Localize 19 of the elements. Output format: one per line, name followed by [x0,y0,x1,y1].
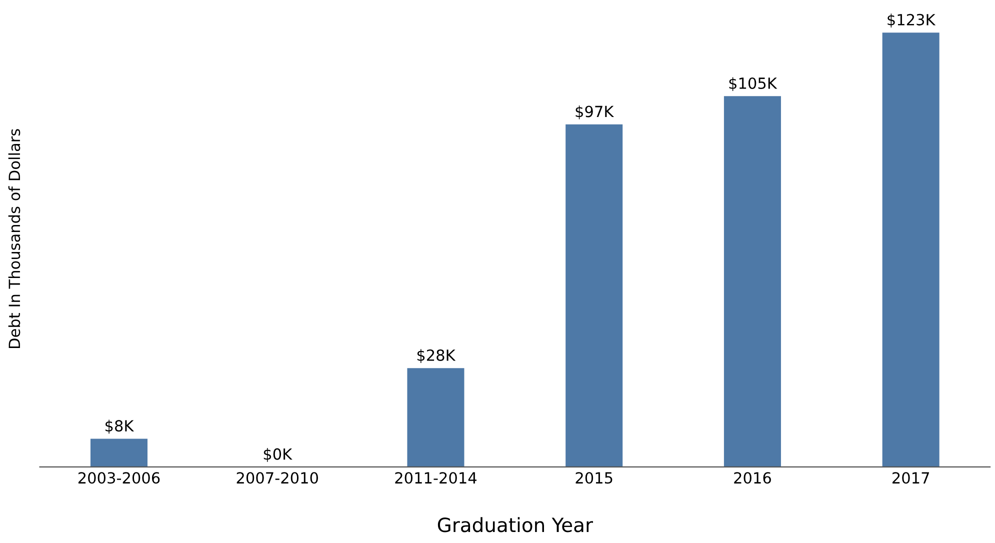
x-tick-label: 2003-2006 [78,472,160,484]
data-label: $97K [576,105,614,120]
bar [566,124,623,467]
x-tick-label: 2017 [892,472,929,484]
data-label: $123K [888,14,936,28]
y-axis-title: Debt In Thousands of Dollars [8,129,20,348]
bar [407,368,464,467]
data-label: $105K [729,77,778,92]
bar [724,96,781,467]
x-axis-title: Graduation Year [438,517,593,532]
x-tick-label: 2015 [576,472,612,484]
x-tick-label: 2007-2010 [236,472,318,484]
x-tick-label: 2011-2014 [395,472,477,484]
bar [882,32,940,467]
data-label: $28K [417,349,456,363]
x-tick-label: 2016 [734,472,771,484]
bar [90,438,148,467]
data-label: $0K [264,448,292,462]
data-label: $8K [106,420,134,434]
